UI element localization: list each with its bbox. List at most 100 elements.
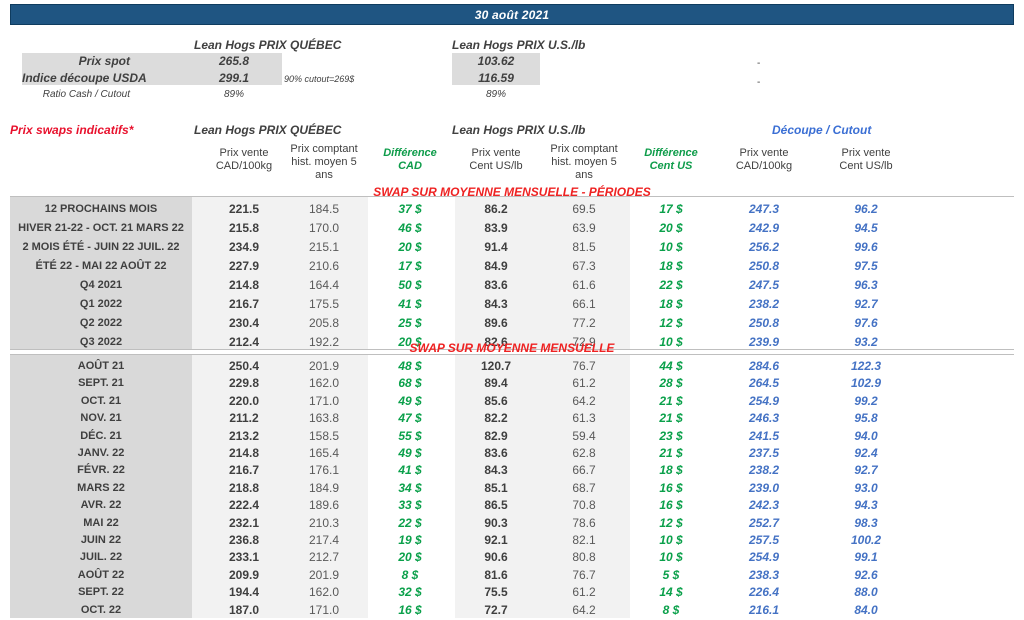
cell-c3: 22 $ <box>398 515 422 530</box>
row-label: ÉTÉ 22 - MAI 22 AOÛT 22 <box>35 260 167 272</box>
cell-c2: 212.7 <box>308 550 340 565</box>
cell-c4: 72.7 <box>484 602 508 617</box>
cell-c5: 63.9 <box>572 221 596 235</box>
cell-c5: 61.6 <box>572 278 596 292</box>
table-row: HIVER 21-22 - OCT. 21 MARS 22 215.8 170.0 4… <box>0 219 1024 238</box>
cell-c1: 213.2 <box>228 428 260 443</box>
cell-c2: 192.2 <box>308 335 340 349</box>
cell-c1: 222.4 <box>228 498 260 513</box>
row-label: 12 PROCHAINS MOIS <box>44 203 158 215</box>
colhdr-difference-cad: Différence CAD <box>383 147 437 172</box>
cell-c2: 162.0 <box>308 585 340 600</box>
cell-c7: 264.5 <box>748 376 780 391</box>
cell-c4: 85.1 <box>484 480 508 495</box>
cell-c6: 18 $ <box>659 259 683 273</box>
cell-c7: 242.9 <box>748 221 780 235</box>
cell-c1: 212.4 <box>228 335 260 349</box>
cell-c7: 257.5 <box>748 533 780 547</box>
cell-c3: 16 $ <box>398 602 422 617</box>
cell-c5: 76.7 <box>572 567 596 582</box>
cell-c5: 61.3 <box>572 411 596 426</box>
row-label: SEPT. 21 <box>78 377 124 390</box>
cell-c2: 215.1 <box>308 240 340 254</box>
cell-c5: 78.6 <box>572 515 596 530</box>
cell-c8: 96.2 <box>854 202 878 216</box>
section1-bottom-rule <box>10 349 1014 350</box>
cell-c8: 92.7 <box>854 297 878 311</box>
cell-c6: 10 $ <box>659 335 683 349</box>
cell-c3: 25 $ <box>398 316 422 330</box>
table-row: JANV. 22 214.8 165.4 49 $ 83.6 62.8 21 $ 237.5 9… <box>0 444 1024 463</box>
cell-c3: 48 $ <box>398 359 422 373</box>
cell-c1: 221.5 <box>228 202 260 216</box>
table-row: SEPT. 21 229.8 162.0 68 $ 89.4 61.2 28 $ 264.5 1… <box>0 374 1024 393</box>
cell-c8: 99.1 <box>854 550 878 565</box>
cell-c5: 66.7 <box>572 463 596 478</box>
cell-c2: 164.4 <box>308 278 340 292</box>
cell-c8: 92.4 <box>854 446 878 460</box>
cell-c8: 100.2 <box>850 533 882 547</box>
cell-c3: 55 $ <box>398 428 422 443</box>
cell-c7: 246.3 <box>748 411 780 426</box>
cell-c6: 18 $ <box>659 297 683 311</box>
cell-c6: 12 $ <box>659 316 683 330</box>
cell-c6: 14 $ <box>659 585 683 600</box>
cell-c8: 97.6 <box>854 316 878 330</box>
summary-value-ratio-quebec: 89% <box>223 89 244 100</box>
section-caption-mensuelle: SWAP SUR MOYENNE MENSUELLE <box>409 341 615 355</box>
row-label: MARS 22 <box>77 481 125 494</box>
cell-c8: 94.3 <box>854 498 878 513</box>
summary-label-indice-decoupe: Indice découpe USDA <box>22 71 147 85</box>
cell-c2: 210.6 <box>308 259 340 273</box>
table-row: OCT. 21 220.0 171.0 49 $ 85.6 64.2 21 $ 254.9 99… <box>0 392 1024 411</box>
cell-c7: 216.1 <box>748 602 780 617</box>
cell-c4: 86.5 <box>484 498 508 513</box>
cell-c3: 34 $ <box>398 480 422 495</box>
cell-c2: 201.9 <box>308 567 340 582</box>
cell-c2: 171.0 <box>308 602 340 617</box>
cell-c1: 187.0 <box>228 602 260 617</box>
cell-c1: 220.0 <box>228 393 260 408</box>
summary-value-ratio-us: 89% <box>485 89 506 100</box>
cell-c1: 194.4 <box>228 585 260 600</box>
cell-c3: 17 $ <box>398 259 422 273</box>
table-row: AOÛT 22 209.9 201.9 8 $ 81.6 76.7 5 $ 238.3 92.6 <box>0 566 1024 585</box>
cell-c3: 47 $ <box>398 411 422 426</box>
table-row: DÉC. 21 213.2 158.5 55 $ 82.9 59.4 23 $ 241.5 94… <box>0 427 1024 446</box>
row-label: OCT. 21 <box>80 394 122 407</box>
cell-c1: 216.7 <box>228 297 260 311</box>
cell-c4: 92.1 <box>484 533 508 547</box>
group-header-quebec: Lean Hogs PRIX QUÉBEC <box>194 123 342 137</box>
cell-c1: 233.1 <box>228 550 260 565</box>
cell-c7: 238.3 <box>748 567 780 582</box>
cell-c6: 17 $ <box>659 202 683 216</box>
cell-c4: 84.9 <box>484 259 508 273</box>
cell-c5: 64.2 <box>572 393 596 408</box>
cell-c6: 23 $ <box>659 428 683 443</box>
cell-c4: 89.6 <box>484 316 508 330</box>
table-row: MAI 22 232.1 210.3 22 $ 90.3 78.6 12 $ 252.7 98.… <box>0 514 1024 533</box>
cell-c7: 250.8 <box>748 259 780 273</box>
cell-c8: 102.9 <box>850 376 882 391</box>
cell-c2: 205.8 <box>308 316 340 330</box>
table-row: AOÛT 21 250.4 201.9 48 $ 120.7 76.7 44 $ 284.6 1… <box>0 357 1024 376</box>
cell-c6: 21 $ <box>659 411 683 426</box>
cell-c8: 93.0 <box>854 480 878 495</box>
cell-c2: 201.9 <box>308 359 340 373</box>
summary-value-indice-decoupe-us: 116.59 <box>478 71 514 85</box>
cell-c1: 215.8 <box>228 221 260 235</box>
cell-c7: 284.6 <box>748 359 780 373</box>
row-label: DÉC. 21 <box>80 429 122 442</box>
cell-c7: 256.2 <box>748 240 780 254</box>
cell-c4: 83.9 <box>484 221 508 235</box>
section2-shade-a <box>192 355 368 618</box>
cell-c8: 93.2 <box>854 335 878 349</box>
cell-c8: 88.0 <box>854 585 878 600</box>
cell-c5: 69.5 <box>572 202 596 216</box>
report-date: 30 août 2021 <box>474 7 550 22</box>
cell-c2: 163.8 <box>308 411 340 426</box>
cell-c2: 184.9 <box>308 480 340 495</box>
summary-value-prix-spot-us: 103.62 <box>477 54 515 68</box>
cell-c4: 83.6 <box>484 278 508 292</box>
cell-c7: 237.5 <box>748 446 780 460</box>
